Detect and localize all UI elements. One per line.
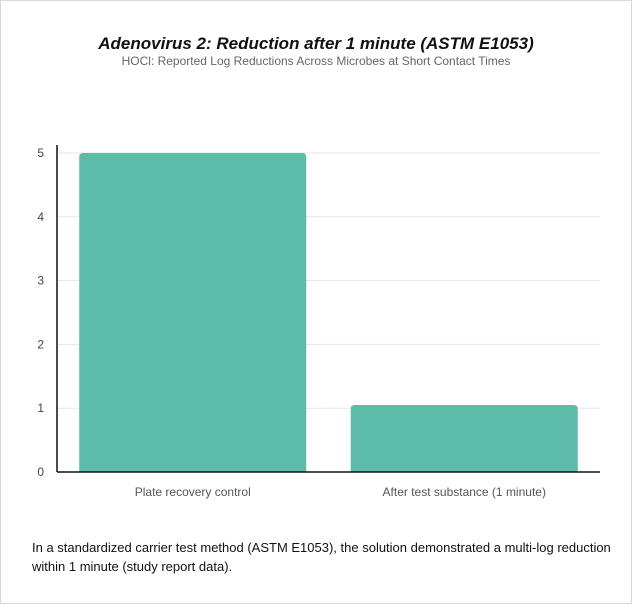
chart-caption: In a standardized carrier test method (A… [32,540,611,574]
y-tick-label: 3 [37,274,44,288]
chart-title: Adenovirus 2: Reduction after 1 minute (… [98,34,534,53]
y-tick-label: 5 [37,146,44,160]
x-category-label: Plate recovery control [135,485,251,499]
chart-subtitle: HOCl: Reported Log Reductions Across Mic… [121,54,511,68]
y-tick-label: 1 [37,401,44,415]
y-tick-label: 0 [37,465,44,479]
x-category-label: After test substance (1 minute) [383,485,546,499]
y-tick-label: 2 [37,337,44,351]
bar [350,405,578,472]
y-tick-label: 4 [37,210,44,224]
bar [79,153,307,472]
